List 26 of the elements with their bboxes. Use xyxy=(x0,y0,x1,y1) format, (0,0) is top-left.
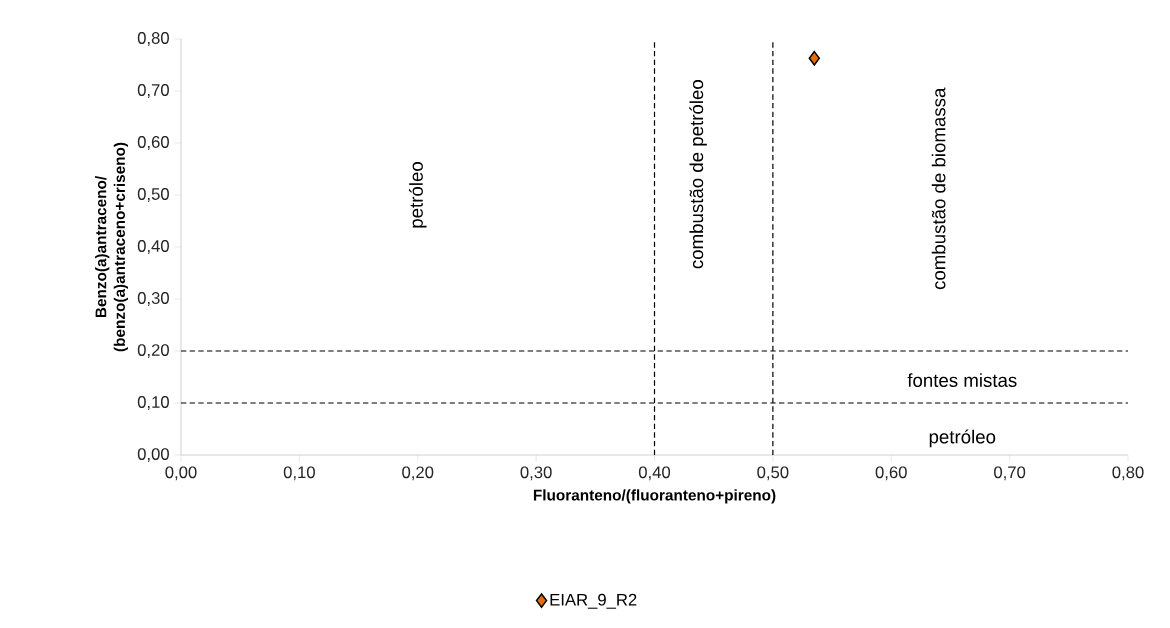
x-tick-label: 0,00 xyxy=(165,466,197,481)
annotation: fontes mistas xyxy=(907,373,1017,387)
x-tick-label: 0,60 xyxy=(875,466,907,481)
x-tick-label: 0,80 xyxy=(1112,466,1144,481)
x-tick-label: 0,40 xyxy=(638,466,671,481)
y-tick-label: 0,10 xyxy=(137,396,169,410)
x-axis-title: Fluoranteno/(fluoranteno+pireno) xyxy=(533,489,776,504)
y-tick-label: 0,30 xyxy=(137,292,169,306)
y-tick-label: 0,40 xyxy=(137,240,169,254)
annotation: petróleo xyxy=(408,162,427,228)
legend-label: EIAR_9_R2 xyxy=(550,593,637,609)
x-tick-label: 0,20 xyxy=(402,466,434,481)
y-tick-label: 0,20 xyxy=(137,344,169,358)
y-tick-label: 0,50 xyxy=(137,188,169,202)
y-tick-label: 0,80 xyxy=(137,32,169,46)
x-tick-label: 0,10 xyxy=(283,466,315,481)
annotation: petróleo xyxy=(929,429,996,448)
x-tick-label: 0,30 xyxy=(520,466,552,481)
x-tick-label: 0,70 xyxy=(994,466,1026,481)
annotation: combustão de petróleo xyxy=(689,80,707,269)
y-tick-label: 0,60 xyxy=(137,136,169,150)
x-tick-label: 0,50 xyxy=(757,466,789,481)
y-tick-label: 0,70 xyxy=(137,84,169,98)
y-tick-label: 0,00 xyxy=(137,448,169,462)
annotation: combustão de biomassa xyxy=(931,87,946,290)
y-axis-title: Benzo(a)antraceno/ (benzo(a)antraceno+criseno) xyxy=(95,142,129,352)
